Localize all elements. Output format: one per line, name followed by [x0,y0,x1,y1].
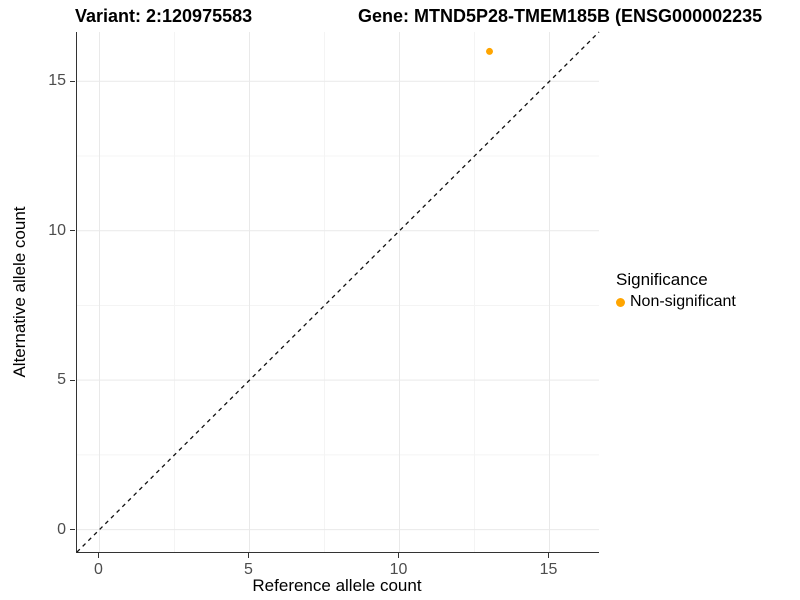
plot-title-variant: Variant: 2:120975583 [75,6,253,26]
legend-item-label: Non-significant [630,293,736,310]
y-tick-mark [70,529,75,531]
legend-title: Significance [616,270,708,289]
y-axis-title: Alternative allele count [10,206,29,378]
x-tick-label: 10 [389,561,408,578]
y-tick-mark [70,230,75,232]
x-tick-mark [248,553,249,558]
x-tick-mark [98,553,99,558]
y-tick-label: 5 [57,371,66,389]
y-tick-label: 0 [57,520,66,538]
x-tick-mark [398,553,399,558]
plot-canvas [76,31,600,553]
x-axis-title: Reference allele count [252,576,422,595]
x-tick-mark [548,553,549,558]
legend: Significance Non-significant [616,270,736,311]
plot-title-gene: Gene: MTND5P28-TMEM185B (ENSG000002235 [358,6,763,26]
x-tick-label: 15 [539,561,558,578]
y-tick-mark [70,80,75,82]
y-tick-mark [70,379,75,381]
identity-line [76,31,600,553]
x-tick-label: 5 [244,561,253,578]
y-tick-label: 10 [48,221,66,239]
legend-item: Non-significant [616,293,736,311]
legend-point-swatch-icon [616,297,625,307]
x-tick-label: 0 [94,561,103,578]
data-point [486,47,493,55]
plot-panel [76,31,600,553]
y-tick-label: 15 [48,72,66,90]
